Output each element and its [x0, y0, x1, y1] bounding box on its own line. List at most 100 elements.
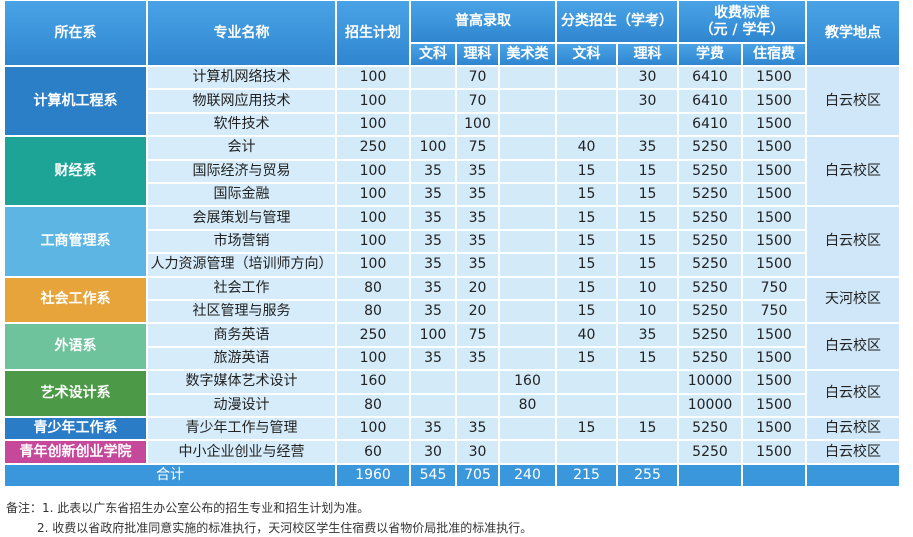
value-cell: 15	[618, 184, 677, 206]
header-cell: 普高录取	[411, 1, 555, 42]
value-cell	[500, 137, 555, 159]
value-cell	[557, 371, 616, 393]
department-cell: 青少年工作系	[5, 418, 146, 440]
value-cell	[411, 67, 455, 89]
total-cell	[679, 464, 741, 486]
value-cell: 15	[557, 254, 616, 276]
value-cell: 10	[618, 301, 677, 323]
value-cell: 15	[557, 207, 616, 229]
value-cell: 80	[337, 277, 409, 299]
value-cell: 15	[557, 301, 616, 323]
major-cell: 会展策划与管理	[148, 207, 335, 229]
major-cell: 动漫设计	[148, 394, 335, 416]
value-cell: 1500	[743, 371, 805, 393]
value-cell: 1500	[743, 90, 805, 112]
value-cell: 5250	[679, 254, 741, 276]
value-cell	[500, 230, 555, 253]
value-cell	[457, 394, 498, 416]
value-cell: 20	[457, 277, 498, 299]
value-cell: 250	[337, 137, 409, 159]
value-cell: 15	[557, 184, 616, 206]
value-cell	[500, 113, 555, 136]
total-cell: 255	[618, 464, 677, 486]
value-cell: 100	[337, 418, 409, 440]
value-cell: 35	[618, 324, 677, 346]
admission-table: 所在系 专业名称 招生计划 普高录取 分类招生（学考） 收费标准 （元 / 学年） 教学地点文…	[5, 1, 899, 486]
major-cell: 数字媒体艺术设计	[148, 371, 335, 393]
value-cell	[457, 371, 498, 393]
value-cell	[557, 441, 616, 463]
value-cell: 35	[411, 184, 455, 206]
value-cell: 100	[337, 160, 409, 182]
value-cell: 15	[557, 230, 616, 253]
value-cell: 100	[337, 184, 409, 206]
campus-cell: 白云校区	[807, 441, 899, 463]
department-cell: 工商管理系	[5, 207, 146, 276]
value-cell	[618, 113, 677, 136]
value-cell: 5250	[679, 418, 741, 440]
campus-cell: 白云校区	[807, 137, 899, 206]
value-cell: 15	[618, 418, 677, 440]
header-text: 收费标准	[714, 4, 770, 21]
value-cell: 1500	[743, 418, 805, 440]
value-cell: 100	[337, 347, 409, 370]
value-cell: 100	[457, 113, 498, 136]
department-cell: 艺术设计系	[5, 371, 146, 416]
header-text: （元 / 学年）	[699, 21, 785, 38]
total-cell: 215	[557, 464, 616, 486]
value-cell: 5250	[679, 207, 741, 229]
value-cell: 35	[411, 347, 455, 370]
major-cell: 人力资源管理（培训师方向）	[148, 254, 335, 276]
value-cell: 35	[411, 160, 455, 182]
value-cell: 5250	[679, 137, 741, 159]
value-cell: 15	[618, 230, 677, 253]
subheader-cell: 文科	[411, 44, 455, 65]
value-cell: 10	[618, 277, 677, 299]
value-cell: 20	[457, 301, 498, 323]
value-cell: 75	[457, 137, 498, 159]
header-cell: 教学地点	[807, 1, 899, 65]
value-cell: 100	[411, 137, 455, 159]
major-cell: 商务英语	[148, 324, 335, 346]
value-cell	[411, 371, 455, 393]
value-cell: 70	[457, 67, 498, 89]
subheader-cell: 理科	[618, 44, 677, 65]
value-cell: 6410	[679, 67, 741, 89]
department-cell: 财经系	[5, 137, 146, 206]
value-cell: 1500	[743, 67, 805, 89]
value-cell: 15	[618, 254, 677, 276]
value-cell: 100	[337, 90, 409, 112]
value-cell: 70	[457, 90, 498, 112]
value-cell: 35	[411, 254, 455, 276]
major-cell: 旅游英语	[148, 347, 335, 370]
value-cell: 5250	[679, 160, 741, 182]
major-cell: 国际经济与贸易	[148, 160, 335, 182]
major-cell: 计算机网络技术	[148, 67, 335, 89]
value-cell: 35	[411, 301, 455, 323]
header-cell: 所在系	[5, 1, 146, 65]
header-cell: 专业名称	[148, 1, 335, 65]
value-cell: 5250	[679, 441, 741, 463]
value-cell	[500, 277, 555, 299]
total-cell: 705	[457, 464, 498, 486]
value-cell: 1500	[743, 207, 805, 229]
value-cell: 5250	[679, 324, 741, 346]
value-cell: 5250	[679, 301, 741, 323]
value-cell	[557, 394, 616, 416]
value-cell: 1500	[743, 184, 805, 206]
campus-cell: 白云校区	[807, 324, 899, 370]
value-cell: 100	[337, 207, 409, 229]
value-cell	[618, 394, 677, 416]
major-cell: 中小企业创业与经营	[148, 441, 335, 463]
value-cell: 75	[457, 324, 498, 346]
value-cell	[411, 113, 455, 136]
total-cell: 1960	[337, 464, 409, 486]
value-cell	[411, 90, 455, 112]
value-cell: 6410	[679, 113, 741, 136]
value-cell: 35	[618, 137, 677, 159]
value-cell: 1500	[743, 137, 805, 159]
value-cell: 5250	[679, 347, 741, 370]
value-cell: 35	[457, 184, 498, 206]
value-cell	[500, 90, 555, 112]
department-cell: 社会工作系	[5, 277, 146, 323]
